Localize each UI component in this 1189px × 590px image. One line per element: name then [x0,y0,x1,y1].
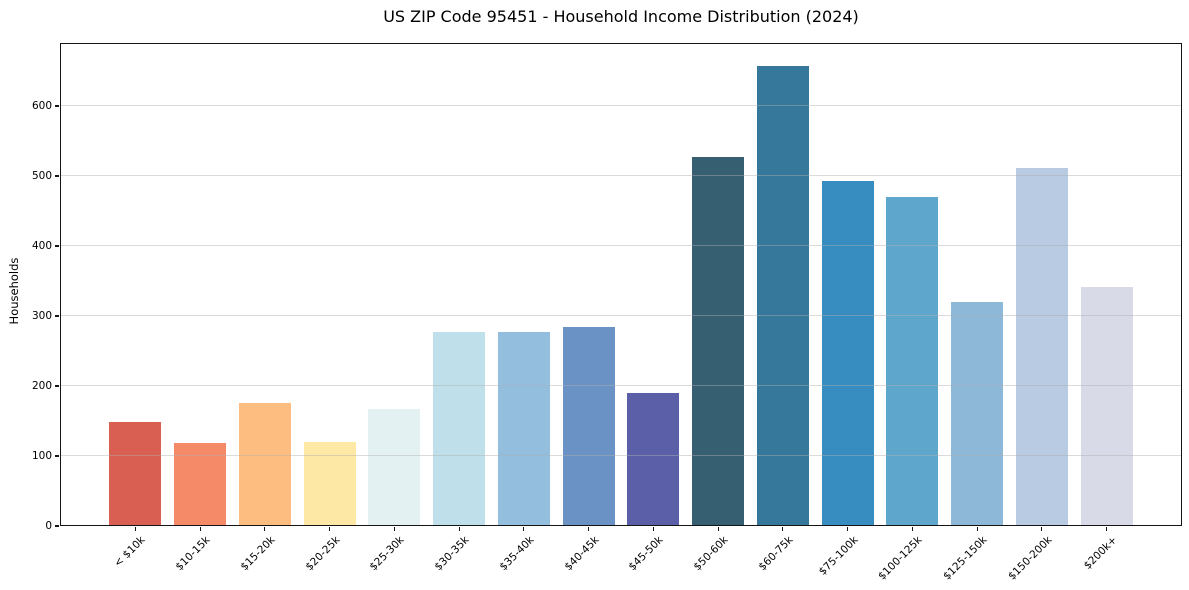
x-tick-< $10k [134,527,136,531]
bar-$30-35k [433,332,486,526]
gridline-400 [60,245,1182,246]
x-tick-label-$75-100k: $75-100k [816,534,861,578]
y-tick-label-100: 100 [31,450,52,462]
x-tick-$50-60k [717,527,719,531]
x-tick-$75-100k [847,527,849,531]
gridline-500 [60,175,1182,176]
gridline-200 [60,385,1182,386]
x-tick-$10-15k [199,527,201,531]
x-tick-label-$125-150k: $125-150k [941,534,990,583]
x-tick-$35-40k [523,527,525,531]
gridline-300 [60,315,1182,316]
y-tick-label-600: 600 [31,100,52,112]
bar-$10-15k [174,443,227,526]
x-tick-$45-50k [652,527,654,531]
y-tick-label-200: 200 [31,380,52,392]
x-tick-label-$15-20k: $15-20k [238,534,278,574]
x-tick-$60-75k [782,527,784,531]
bar-$50-60k [692,157,745,526]
bar-$75-100k [821,180,874,526]
x-tick-$30-35k [458,527,460,531]
x-tick-label-$50-60k: $50-60k [691,534,731,574]
x-tick-$100-125k [911,527,913,531]
gridline-100 [60,455,1182,456]
plot-area [55,43,1182,527]
bar-$150-200k [1015,168,1068,526]
x-tick-label-$150-200k: $150-200k [1005,534,1055,583]
y-tick-label-400: 400 [31,240,52,252]
x-tick-label-$60-75k: $60-75k [756,534,796,574]
y-tick-600 [55,105,59,107]
bar-$100-125k [886,197,939,526]
y-tick-label-300: 300 [31,310,52,322]
x-tick-$125-150k [976,527,978,531]
y-tick-0 [55,525,59,527]
x-tick-label-$100-125k: $100-125k [876,534,925,583]
x-tick-label-$20-25k: $20-25k [302,534,343,574]
bar-$20-25k [303,442,356,526]
bar-$35-40k [497,332,550,526]
bar-$60-75k [756,66,809,526]
bar-$45-50k [627,393,680,526]
x-tick-$200k+ [1106,527,1108,531]
y-tick-500 [55,175,59,177]
y-tick-label-0: 0 [45,520,52,532]
y-tick-200 [55,385,59,387]
x-tick-label-< $10k: < $10k [112,534,148,570]
x-tick-label-$10-15k: $10-15k [173,534,213,574]
x-tick-$150-200k [1041,527,1043,531]
x-tick-$15-20k [264,527,266,531]
x-tick-$40-45k [588,527,590,531]
bar-$200k+ [1080,286,1133,526]
x-tick-$20-25k [329,527,331,531]
y-tick-400 [55,245,59,247]
bar-$40-45k [562,326,615,526]
x-tick-label-$25-30k: $25-30k [367,534,407,574]
y-tick-300 [55,315,59,317]
x-tick-label-$35-40k: $35-40k [497,534,537,574]
bar-$125-150k [951,302,1004,526]
chart-title: US ZIP Code 95451 - Household Income Dis… [383,7,859,26]
bar-$25-30k [368,409,421,526]
bar-$15-20k [238,402,291,526]
x-tick-label-$45-50k: $45-50k [626,534,666,574]
bar-< $10k [109,422,162,526]
y-tick-label-500: 500 [31,170,52,182]
x-tick-label-$40-45k: $40-45k [561,534,602,574]
gridline-600 [60,105,1182,106]
x-tick-label-$30-35k: $30-35k [432,534,472,574]
x-tick-label-$200k+: $200k+ [1081,534,1120,572]
x-tick-$25-30k [393,527,395,531]
y-tick-100 [55,455,59,457]
plot-border [60,43,1182,526]
